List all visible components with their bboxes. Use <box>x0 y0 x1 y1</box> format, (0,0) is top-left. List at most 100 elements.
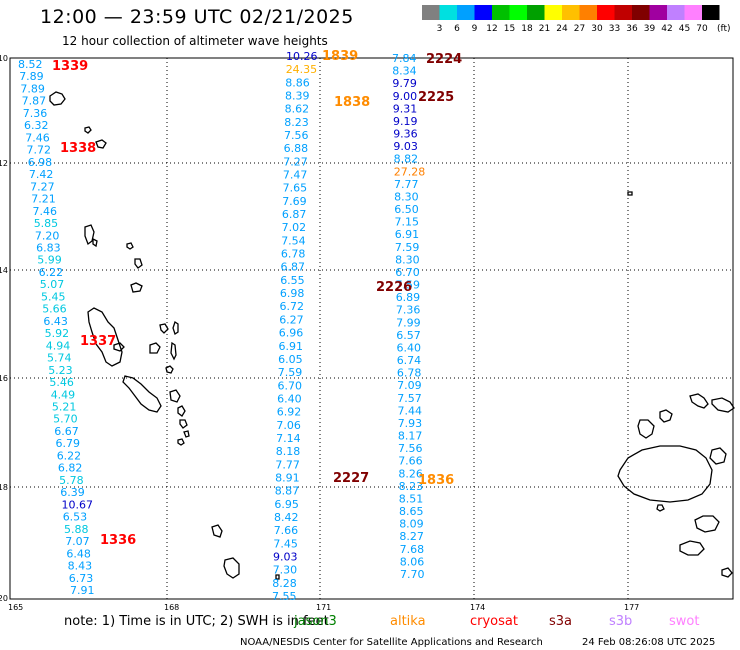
pass-number: 2226 <box>376 280 412 295</box>
swh-value: 5.85 <box>34 217 59 230</box>
swh-value: 8.18 <box>276 445 301 458</box>
swh-value: 6.98 <box>280 287 305 300</box>
swh-value: 7.44 <box>398 404 423 417</box>
swh-value: 8.86 <box>285 76 310 89</box>
footer-credit: NOAA/NESDIS Center for Satellite Applica… <box>240 637 543 648</box>
mission-name: s3b <box>609 614 632 629</box>
colorbar-tick: 18 <box>521 24 533 34</box>
swh-value: 6.27 <box>279 313 304 326</box>
latitude-labels: -10 -12 -14 -16 -18 -20 <box>0 54 8 603</box>
swh-value: 7.46 <box>25 131 50 144</box>
swh-track-west: 8.527.897.897.877.366.327.467.726.987.42… <box>18 58 95 597</box>
pass-number: 1838 <box>334 95 370 110</box>
swh-value: 5.66 <box>42 303 66 316</box>
swh-value: 7.46 <box>33 205 58 218</box>
swh-value: 8.43 <box>68 560 93 573</box>
longitude-labels: 165 168 171 174 177 <box>8 603 639 612</box>
swh-value: 6.32 <box>24 119 49 132</box>
swh-value: 7.15 <box>395 216 420 229</box>
swh-value: 7.70 <box>400 568 425 581</box>
swh-value: 7.84 <box>392 52 417 65</box>
swh-value: 6.96 <box>279 327 304 340</box>
swh-value: 7.69 <box>282 195 307 208</box>
colorbar-legend: 3 6 9 12 15 18 21 24 27 30 33 36 39 42 45 70 (ft) <box>422 5 731 34</box>
swh-value: 5.07 <box>40 278 65 291</box>
lon-label: 177 <box>624 603 639 612</box>
pass-number: 2227 <box>333 471 369 486</box>
swh-value: 6.91 <box>395 228 420 241</box>
colorbar-swatch <box>527 5 545 20</box>
mission-legend: jason3 altika cryosat s3a s3b swot <box>293 614 699 629</box>
swh-value: 5.88 <box>64 523 89 536</box>
colorbar-swatch <box>457 5 475 20</box>
swh-value: 7.42 <box>29 168 54 181</box>
swh-track-middle: 10.2624.358.868.398.628.237.566.887.277.… <box>272 50 318 603</box>
swh-value: 7.27 <box>30 180 54 193</box>
swh-value: 6.89 <box>396 291 421 304</box>
swh-value: 6.95 <box>274 498 299 511</box>
lat-label: -12 <box>0 159 8 168</box>
swh-value: 8.27 <box>399 530 424 543</box>
swh-value: 7.56 <box>284 129 309 142</box>
colorbar-tick: 39 <box>644 24 656 34</box>
map-title: 12:00 — 23:59 UTC 02/21/2025 <box>40 6 354 28</box>
colorbar-swatch <box>509 5 527 20</box>
swh-value: 8.17 <box>398 430 423 443</box>
swh-value: 5.21 <box>52 401 77 414</box>
swh-value: 7.09 <box>397 379 422 392</box>
swh-value: 6.98 <box>28 156 53 169</box>
lat-label: -16 <box>0 374 8 383</box>
map-subtitle: 12 hour collection of altimeter wave hei… <box>62 34 328 48</box>
pass-number: 1839 <box>322 49 358 64</box>
swh-value: 5.45 <box>41 290 66 303</box>
swh-value: 7.77 <box>394 178 419 191</box>
pass-number: 1336 <box>100 533 136 548</box>
swh-value: 5.70 <box>53 413 78 426</box>
swh-value: 10.26 <box>286 50 318 63</box>
pass-number: 1338 <box>60 141 96 156</box>
swh-value: 7.59 <box>278 366 303 379</box>
swh-value: 7.65 <box>283 182 308 195</box>
pass-number: 1337 <box>80 334 116 349</box>
map-frame <box>9 57 734 600</box>
swh-value: 6.70 <box>395 266 420 279</box>
swh-value: 8.39 <box>285 90 310 103</box>
swh-value: 8.23 <box>284 116 309 129</box>
swh-value: 6.53 <box>63 511 87 524</box>
swh-value: 6.87 <box>282 208 307 221</box>
swh-value: 8.26 <box>398 467 423 480</box>
swh-value: 9.36 <box>393 128 418 141</box>
pass-number: 2225 <box>418 90 454 105</box>
swh-value: 8.52 <box>18 58 43 71</box>
swh-value: 7.07 <box>65 535 90 548</box>
mission-name: jason3 <box>293 614 337 629</box>
colorbar-tick: 12 <box>486 24 497 34</box>
swh-value: 6.67 <box>54 425 79 438</box>
swh-value: 7.57 <box>397 392 422 405</box>
graticule <box>10 58 733 599</box>
lon-label: 168 <box>164 603 179 612</box>
colorbar-tick: 6 <box>454 24 460 34</box>
colorbar-swatch <box>597 5 615 20</box>
swh-value: 5.23 <box>48 364 72 377</box>
swh-value: 7.59 <box>396 279 421 292</box>
colorbar-tick: 70 <box>696 24 708 34</box>
swh-value: 6.50 <box>394 203 419 216</box>
colorbar-swatch <box>492 5 510 20</box>
colorbar-swatch <box>702 5 720 20</box>
colorbar-tick: 27 <box>574 24 585 34</box>
swh-value: 5.99 <box>37 254 62 267</box>
colorbar-tick: 36 <box>626 24 638 34</box>
lat-label: -14 <box>0 266 8 275</box>
swh-value: 7.56 <box>398 442 423 455</box>
swh-value: 7.72 <box>27 144 52 157</box>
swh-value: 7.55 <box>272 590 297 603</box>
swh-value: 6.05 <box>278 353 303 366</box>
pass-number-labels: 1339 1338 1337 1336 1839 1838 1836 2224 2225 2226… <box>52 49 462 548</box>
colorbar-swatch <box>439 5 457 20</box>
coastline <box>49 91 735 580</box>
lat-label: -20 <box>0 594 8 603</box>
swh-value: 6.78 <box>281 248 306 261</box>
swh-value: 5.92 <box>45 327 70 340</box>
swh-value: 6.72 <box>280 300 305 313</box>
